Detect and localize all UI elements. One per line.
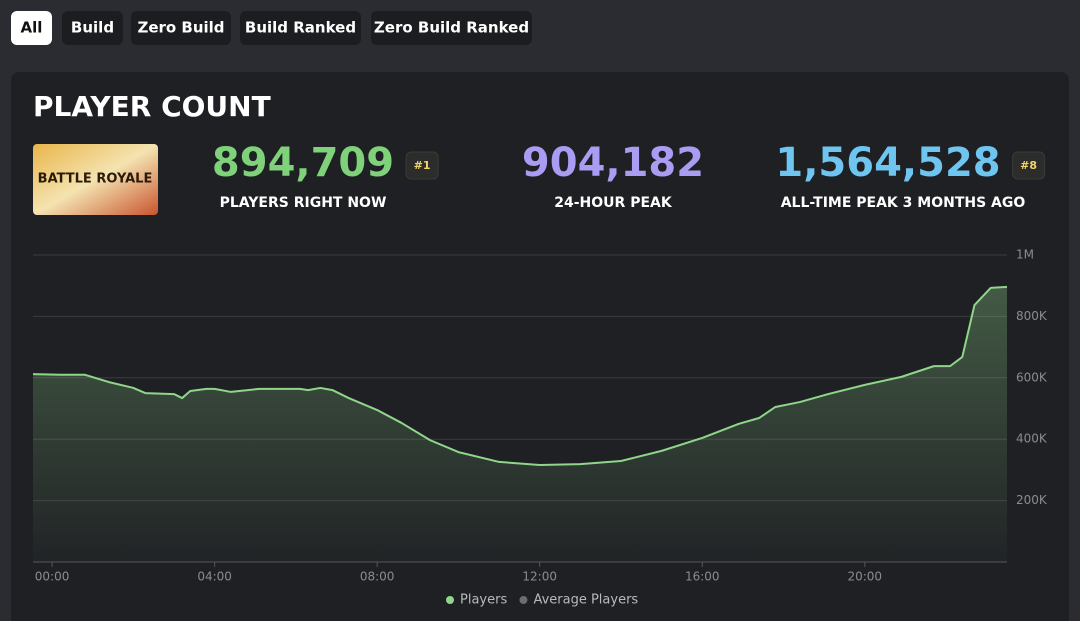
- stat-label: ALL-TIME PEAK 3 MONTHS AGO: [781, 195, 1026, 211]
- tab[interactable]: [11, 11, 52, 45]
- line: [32, 285, 1008, 466]
- rank-label: #8: [1020, 159, 1037, 172]
- tab-label[interactable]: All: [21, 19, 43, 37]
- tab[interactable]: [371, 11, 532, 45]
- stat-label: PLAYERS RIGHT NOW: [220, 195, 387, 211]
- legend-label[interactable]: Players: [460, 593, 507, 608]
- rank-badge: [1012, 151, 1046, 180]
- stat-value: 894,709: [212, 140, 394, 186]
- legend-dot[interactable]: [519, 596, 528, 604]
- tab[interactable]: [62, 11, 123, 45]
- tab-label[interactable]: Zero Build Ranked: [374, 19, 529, 37]
- stats: 894,709 PLAYERS RIGHT NOW #1 904,182 24-HOUR…: [212, 140, 1046, 211]
- stat-value: 904,182: [522, 140, 704, 186]
- chart: 200K 400K 600K 800K 1M 00:00 04:00 08:00 12:00 16…: [32, 248, 1048, 608]
- x-tick-label: 08:00: [360, 570, 395, 584]
- x-tick-label: 20:00: [847, 570, 882, 584]
- tab[interactable]: [131, 11, 231, 45]
- legend-dot[interactable]: [446, 596, 454, 604]
- x-tick-label: 16:00: [685, 570, 720, 584]
- legend-label[interactable]: Average Players: [533, 593, 638, 608]
- card-title: PLAYER COUNT: [33, 90, 271, 123]
- y-tick-label: 1M: [1016, 248, 1034, 262]
- stat-value: 1,564,528: [775, 140, 1000, 186]
- tab-label[interactable]: Build: [71, 19, 114, 37]
- y-tick-label: 600K: [1016, 370, 1048, 384]
- x-tick-label: 00:00: [35, 570, 70, 584]
- rank-label: #1: [414, 159, 431, 172]
- area: [33, 286, 1007, 562]
- tab-label[interactable]: Build Ranked: [245, 19, 356, 37]
- tab-label[interactable]: Zero Build: [137, 19, 224, 37]
- thumbnail-text: BATTLE ROYALE: [38, 172, 153, 187]
- x-tick-label: 12:00: [522, 570, 557, 584]
- x-tick-label: 04:00: [197, 570, 232, 584]
- y-tick-label: 400K: [1016, 432, 1048, 446]
- tab[interactable]: [240, 11, 361, 45]
- rank-badge: [405, 151, 439, 180]
- thumbnail: [33, 144, 158, 215]
- tab-bar: All Build Zero Build Build Ranked Zero Build…: [11, 11, 532, 45]
- stat-label: 24-HOUR PEAK: [554, 195, 673, 211]
- y-tick-label: 200K: [1016, 493, 1048, 507]
- y-tick-label: 800K: [1016, 309, 1048, 323]
